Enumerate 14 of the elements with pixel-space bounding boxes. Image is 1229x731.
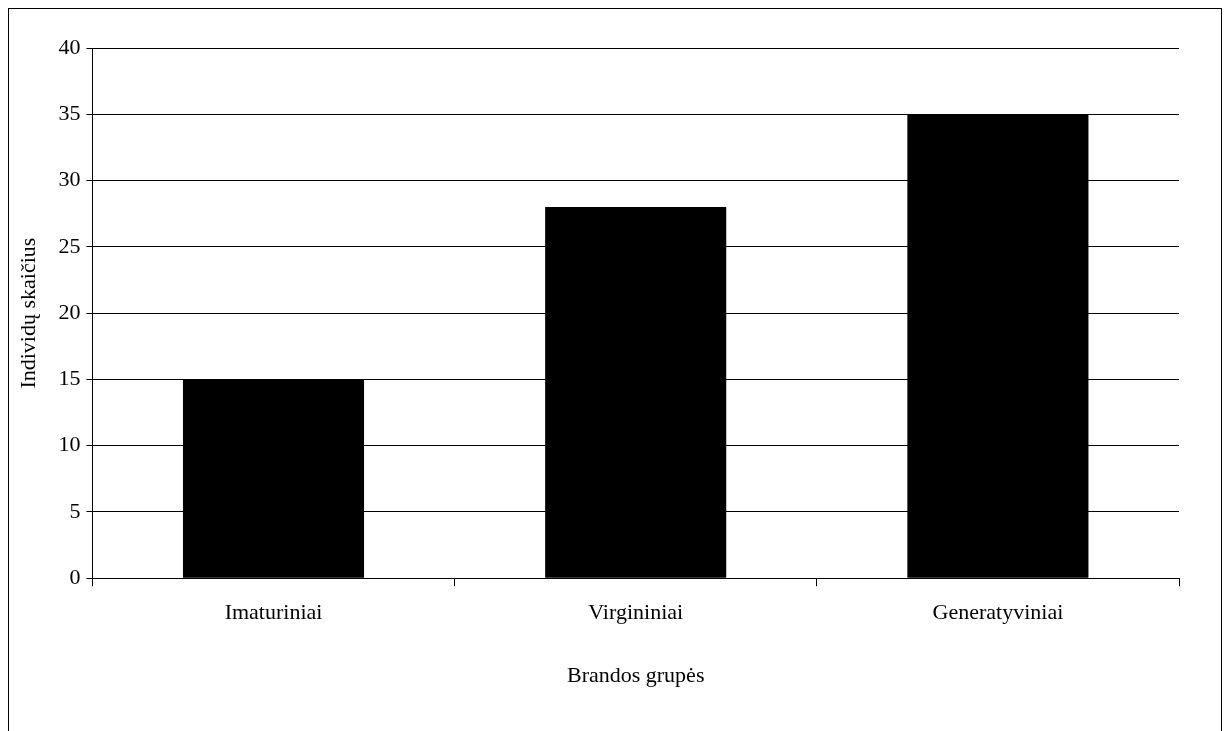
y-axis-title: Individų skaičius: [14, 237, 40, 389]
x-tick-label: Generatyviniai: [932, 599, 1064, 625]
x-tick-label: Imaturiniai: [224, 599, 323, 625]
y-tick-label: 5: [69, 497, 81, 523]
y-tick-label: 0: [69, 563, 81, 589]
y-tick-label: 30: [58, 166, 81, 192]
y-tick-label: 15: [58, 365, 81, 391]
y-tick-label: 40: [58, 33, 81, 59]
y-tick-label: 20: [58, 298, 81, 324]
x-tick-label: Virgininiai: [588, 599, 684, 625]
x-axis-title: Brandos grupės: [566, 661, 705, 687]
y-tick-label: 10: [58, 431, 81, 457]
y-tick-label: 25: [58, 232, 81, 258]
y-tick-label: 35: [58, 100, 81, 126]
